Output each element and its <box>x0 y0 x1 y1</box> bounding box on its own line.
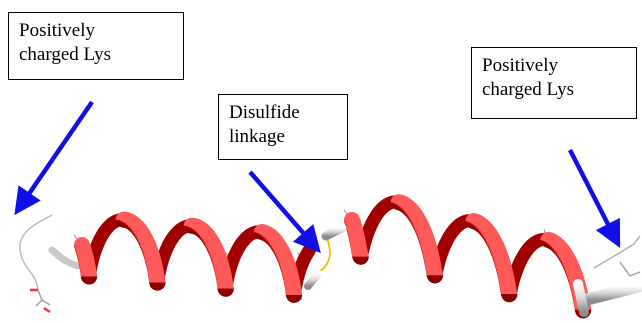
arrow-icon <box>248 170 321 254</box>
label-positively-charged-lys-right: Positively charged Lys <box>471 47 637 119</box>
label-disulfide-linkage: Disulfide linkage <box>218 94 348 160</box>
label-positively-charged-lys-left: Positively charged Lys <box>8 12 184 80</box>
lysine-right-residue <box>573 235 642 317</box>
arrow-icon <box>567 148 621 249</box>
alpha-helix-ribbon <box>74 194 592 319</box>
disulfide-bond <box>304 223 347 290</box>
lysine-left-residue <box>19 214 82 314</box>
helix-segment <box>301 242 317 259</box>
arrow-icon <box>14 100 94 216</box>
